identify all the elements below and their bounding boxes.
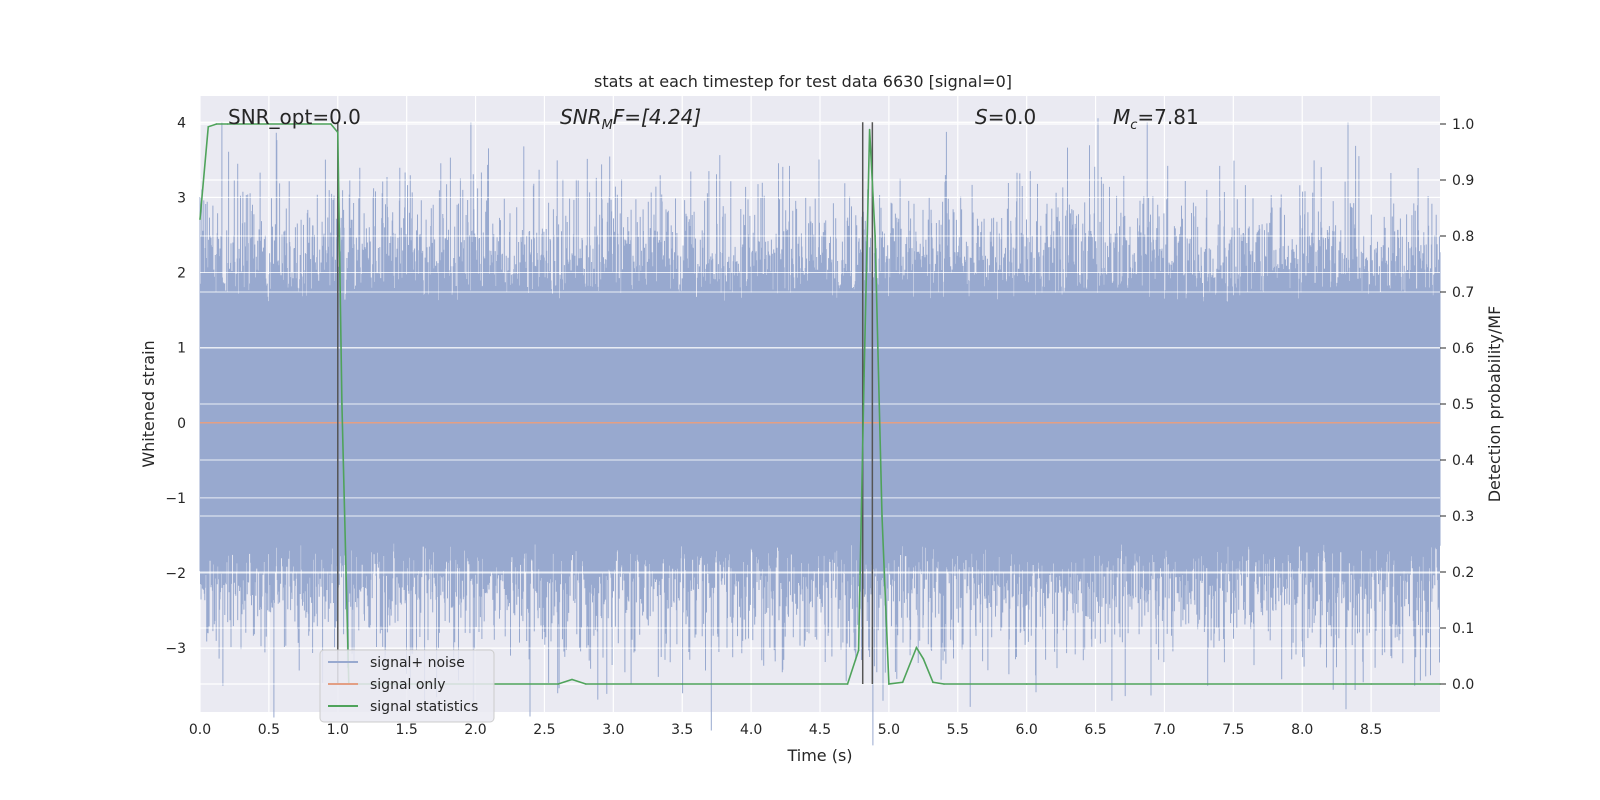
x-tick-label-1: 0.5 (258, 722, 280, 738)
signal-statistics-point-15 (846, 683, 849, 685)
annotation-s: S=0.0 (975, 105, 1036, 129)
right-y-axis-label: Detection probability/MF (1485, 306, 1504, 503)
annotation-s-main: S (975, 105, 988, 129)
signal-statistics-point-21 (888, 683, 890, 685)
signal-statistics-point-18 (868, 128, 871, 131)
x-tick-label-13: 6.5 (1084, 722, 1106, 738)
right-y-tick-label-8: 0.2 (1452, 565, 1474, 581)
signal-statistics-point-11 (557, 683, 560, 685)
signal-statistics-point-20 (881, 515, 883, 517)
x-tick-label-11: 5.5 (947, 722, 969, 738)
signal-statistics-point-0 (199, 218, 201, 220)
left-y-tick-label-0: 4 (177, 115, 186, 131)
x-tick-label-3: 1.5 (396, 722, 418, 738)
right-y-tick-label-4: 0.6 (1452, 341, 1474, 357)
x-tick-label-6: 3.0 (602, 722, 624, 738)
right-y-axis-ticks: 1.0 0.9 0.8 0.7 0.6 0.5 0.4 0.3 0.2 0.1 0.0 (1440, 117, 1474, 693)
legend-label-signal-only: signal only (370, 677, 445, 693)
legend: signal+ noise signal only signal statist… (319, 649, 495, 723)
signal-statistics-point-28 (1342, 683, 1345, 685)
signal-statistics-point-29 (1370, 683, 1372, 685)
left-y-tick-label-2: 2 (177, 266, 186, 282)
x-tick-label-16: 8.0 (1291, 722, 1313, 738)
signal-statistics-point-7 (341, 403, 343, 405)
signal-statistics-point-23 (915, 646, 918, 649)
x-tick-label-17: 8.5 (1360, 722, 1382, 738)
x-tick-label-9: 4.5 (809, 722, 831, 738)
signal-statistics-point-24 (922, 658, 925, 660)
annotation-snr-mf: SNRMF=[4.24] (560, 105, 701, 133)
legend-box (319, 649, 495, 723)
x-tick-label-0: 0.0 (189, 722, 211, 738)
signal-statistics-point-14 (681, 683, 684, 685)
signal-statistics-point-2 (215, 123, 218, 125)
signal-statistics-point-17 (863, 375, 865, 377)
signal-statistics-point-3 (226, 123, 229, 125)
right-y-tick-label-2: 0.8 (1452, 229, 1474, 245)
right-y-tick-label-7: 0.3 (1452, 509, 1474, 525)
x-tick-label-14: 7.0 (1153, 722, 1175, 738)
x-axis-label: Time (s) (786, 746, 852, 765)
left-y-axis-ticks: 4 3 2 1 0 −1 −2 −3 (165, 115, 186, 657)
x-tick-label-5: 2.5 (533, 722, 555, 738)
signal-statistics-point-19 (874, 235, 876, 237)
left-y-tick-label-3: 1 (177, 341, 186, 357)
right-y-tick-label-0: 1.0 (1452, 117, 1474, 133)
signal-statistics-point-16 (857, 649, 860, 652)
annotation-s-rest: =0.0 (988, 105, 1037, 129)
signal-statistics-point-25 (932, 681, 934, 684)
legend-label-signal-noise: signal+ noise (370, 655, 465, 671)
annotation-mc-sub: c (1130, 118, 1137, 133)
x-tick-label-7: 3.5 (671, 722, 693, 738)
left-y-tick-label-1: 3 (177, 190, 186, 206)
annotation-mc-main: M (1113, 105, 1130, 129)
left-y-tick-label-4: 0 (177, 416, 186, 432)
signal-statistics-point-4 (268, 123, 270, 125)
x-tick-label-12: 6.0 (1016, 722, 1038, 738)
annotation-snr-mf-rest: F=[4.24] (613, 105, 701, 129)
annotation-mc-rest: =7.81 (1137, 105, 1198, 129)
annotation-snr-mf-main: SNR (560, 105, 602, 129)
signal-statistics-point-27 (1025, 683, 1028, 685)
signal-statistics-point-22 (901, 681, 904, 684)
annotation-snr-opt: SNR_opt=0.0 (228, 105, 361, 129)
x-tick-label-4: 2.0 (464, 722, 486, 738)
right-y-tick-label-6: 0.4 (1452, 453, 1474, 469)
legend-label-signal-statistics: signal statistics (370, 699, 478, 715)
chart-title: stats at each timestep for test data 663… (594, 72, 1012, 91)
left-y-tick-label-5: −1 (165, 491, 186, 507)
x-tick-label-8: 4.0 (740, 722, 762, 738)
x-tick-label-2: 1.0 (327, 722, 349, 738)
x-axis-ticks: 0.0 0.5 1.0 1.5 2.0 2.5 3.0 3.5 4.0 4.5 5.0 5.5 6.0 6… (189, 722, 1382, 738)
left-y-tick-label-6: −2 (165, 566, 186, 582)
left-y-axis-label: Whitened strain (139, 340, 158, 467)
signal-statistics-point-6 (336, 131, 339, 134)
signal-statistics-point-13 (584, 683, 587, 685)
signal-statistics-point-5 (330, 123, 332, 125)
signal-statistics-point-1 (207, 126, 210, 128)
x-tick-label-10: 5.0 (878, 722, 900, 738)
annotation-mc: Mc=7.81 (1113, 105, 1199, 133)
right-y-tick-label-3: 0.7 (1452, 285, 1474, 301)
x-tick-label-15: 7.5 (1222, 722, 1244, 738)
signal-statistics-point-12 (571, 678, 573, 681)
right-y-tick-label-5: 0.5 (1452, 397, 1474, 413)
signal-statistics-point-26 (943, 683, 945, 685)
right-y-tick-label-10: 0.0 (1452, 677, 1474, 693)
right-y-tick-label-1: 0.9 (1452, 173, 1474, 189)
annotation-snr-mf-sub: M (602, 118, 613, 133)
left-y-tick-label-7: −3 (165, 641, 186, 657)
right-y-tick-label-9: 0.1 (1452, 621, 1474, 637)
